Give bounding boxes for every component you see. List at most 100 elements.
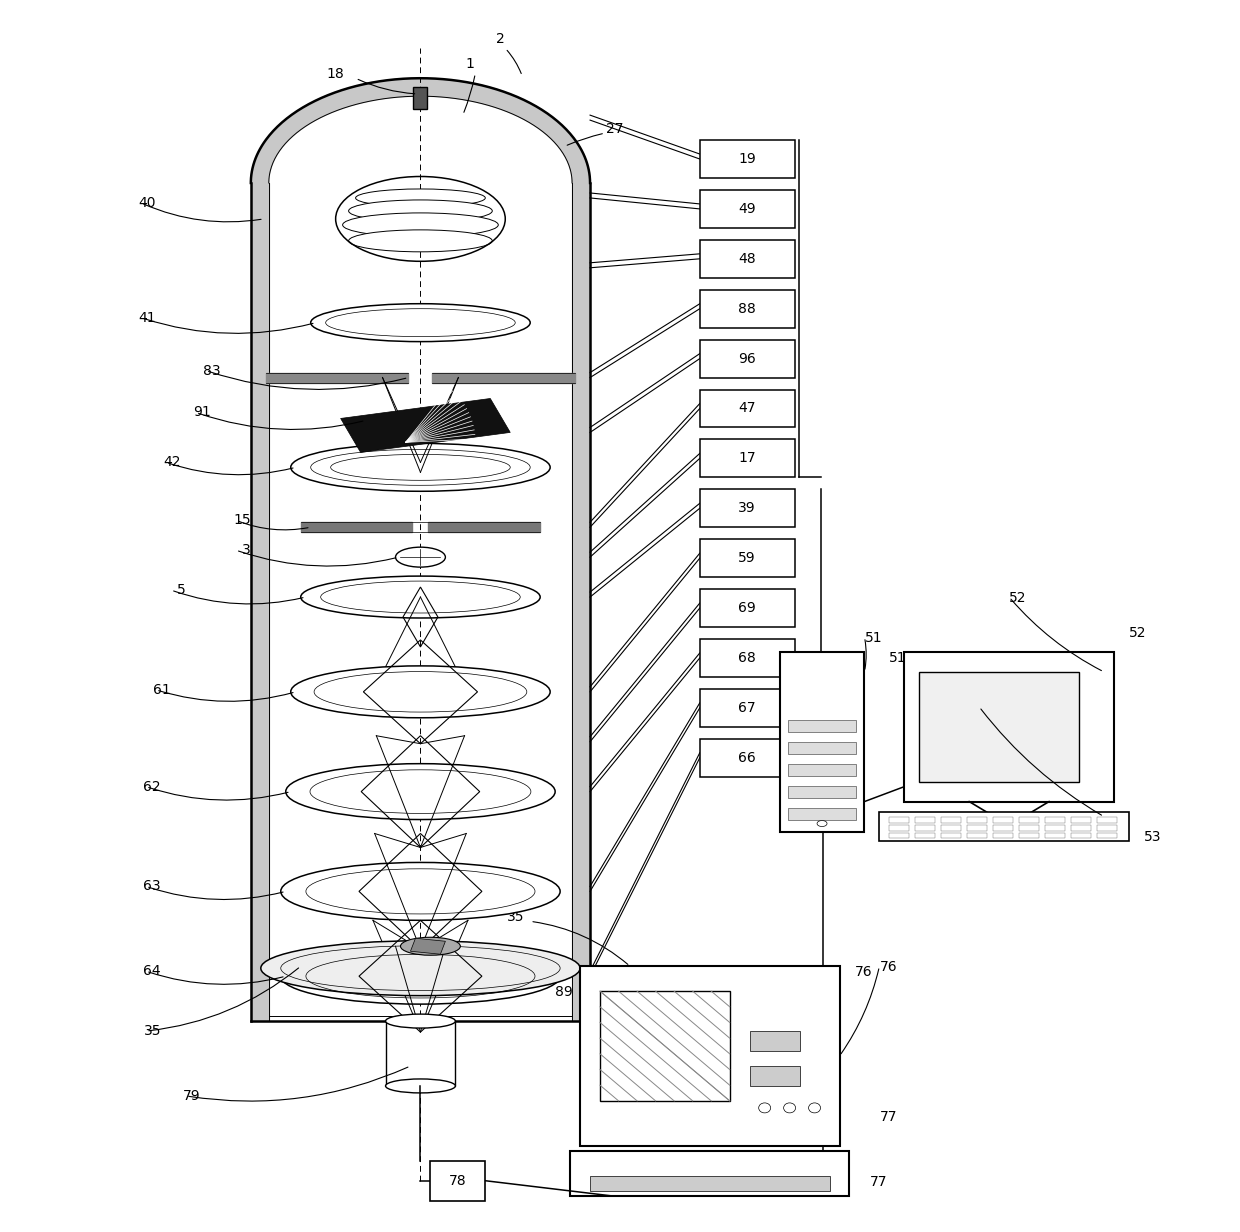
Text: 47: 47 <box>739 402 756 415</box>
Polygon shape <box>250 184 269 1021</box>
Text: 48: 48 <box>738 251 756 266</box>
Ellipse shape <box>260 941 580 995</box>
Bar <box>915 817 935 823</box>
Bar <box>699 190 795 228</box>
Bar <box>904 652 1114 802</box>
Text: 42: 42 <box>164 456 181 469</box>
Bar <box>1045 824 1065 830</box>
Text: 51: 51 <box>889 650 906 665</box>
Bar <box>941 833 961 839</box>
Bar <box>699 639 795 676</box>
Text: 62: 62 <box>144 780 161 793</box>
Text: 5: 5 <box>177 583 186 598</box>
Text: 67: 67 <box>738 701 756 715</box>
Text: 64: 64 <box>144 965 161 978</box>
Bar <box>915 833 935 839</box>
Bar <box>699 340 795 377</box>
Bar <box>993 824 1013 830</box>
Bar <box>965 814 1054 827</box>
Ellipse shape <box>759 1103 770 1112</box>
Ellipse shape <box>817 821 827 827</box>
Bar <box>430 1161 485 1201</box>
Text: 96: 96 <box>738 351 756 366</box>
Text: 68: 68 <box>738 650 756 665</box>
Text: 78: 78 <box>449 1174 466 1188</box>
Bar <box>1045 833 1065 839</box>
Bar <box>413 87 428 110</box>
Bar <box>1071 833 1091 839</box>
Bar <box>1097 817 1117 823</box>
Bar <box>1045 817 1065 823</box>
Polygon shape <box>269 184 572 1016</box>
Bar <box>600 992 730 1101</box>
Text: 3: 3 <box>242 543 250 557</box>
Ellipse shape <box>290 444 551 492</box>
Polygon shape <box>410 939 445 955</box>
Bar <box>699 540 795 577</box>
Bar <box>787 807 857 819</box>
Ellipse shape <box>311 304 531 341</box>
Bar <box>915 824 935 830</box>
Text: 77: 77 <box>869 1175 887 1189</box>
Text: 52: 52 <box>1009 591 1027 605</box>
Polygon shape <box>265 372 408 382</box>
Bar <box>699 489 795 527</box>
Text: 83: 83 <box>203 363 221 377</box>
Text: 17: 17 <box>738 451 756 466</box>
Bar <box>1019 833 1039 839</box>
Bar <box>590 1175 830 1190</box>
Ellipse shape <box>342 213 498 237</box>
Ellipse shape <box>290 665 551 718</box>
Text: 35: 35 <box>144 1024 161 1039</box>
Bar <box>1019 824 1039 830</box>
Ellipse shape <box>301 577 541 618</box>
Bar <box>967 824 987 830</box>
Polygon shape <box>269 96 572 184</box>
Bar <box>580 966 839 1146</box>
Bar <box>699 240 795 277</box>
Polygon shape <box>429 522 541 532</box>
Bar <box>699 389 795 428</box>
Ellipse shape <box>396 547 445 567</box>
Bar <box>1019 817 1039 823</box>
Text: 76: 76 <box>854 965 872 979</box>
Text: 69: 69 <box>738 601 756 615</box>
Bar <box>750 1031 800 1051</box>
Polygon shape <box>250 78 590 184</box>
Bar <box>993 817 1013 823</box>
Bar <box>941 824 961 830</box>
Polygon shape <box>433 372 575 382</box>
Bar <box>787 786 857 797</box>
Bar <box>879 812 1128 841</box>
Bar <box>787 764 857 776</box>
Ellipse shape <box>348 230 492 251</box>
Text: 35: 35 <box>506 910 525 924</box>
Text: 91: 91 <box>193 405 211 419</box>
Text: 41: 41 <box>139 310 156 325</box>
Bar <box>1097 824 1117 830</box>
Ellipse shape <box>386 1014 455 1027</box>
Text: 19: 19 <box>738 152 756 166</box>
Text: 59: 59 <box>738 551 756 565</box>
Polygon shape <box>301 522 413 532</box>
Bar <box>699 290 795 328</box>
Bar <box>570 1151 849 1196</box>
Polygon shape <box>341 398 510 452</box>
Bar <box>993 833 1013 839</box>
Bar <box>889 833 909 839</box>
Text: 53: 53 <box>1143 830 1162 844</box>
Ellipse shape <box>285 764 556 819</box>
Text: 88: 88 <box>738 302 756 315</box>
Bar <box>1071 824 1091 830</box>
Polygon shape <box>572 184 590 1021</box>
Bar <box>1071 817 1091 823</box>
Text: 77: 77 <box>879 1110 897 1124</box>
Text: 2: 2 <box>496 32 505 47</box>
Text: 63: 63 <box>144 880 161 893</box>
Ellipse shape <box>356 188 485 207</box>
Bar <box>889 817 909 823</box>
Text: 51: 51 <box>864 631 882 644</box>
Text: 49: 49 <box>738 202 756 216</box>
Text: 53: 53 <box>980 701 997 715</box>
Bar <box>919 671 1079 781</box>
